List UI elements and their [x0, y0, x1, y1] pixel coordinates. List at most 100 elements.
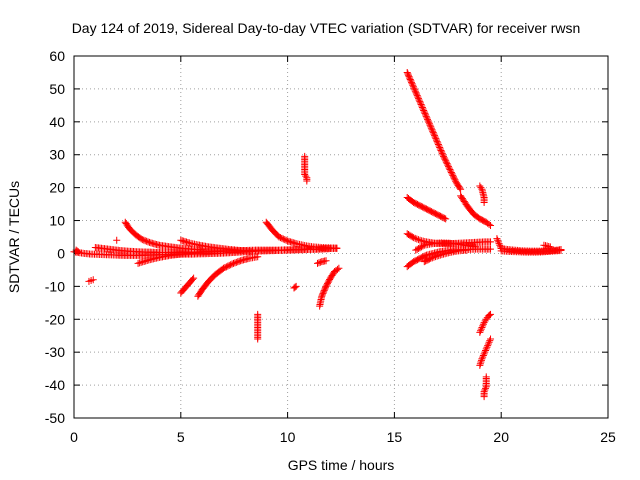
data-point — [145, 238, 153, 246]
x-tick-label: 10 — [280, 429, 296, 445]
data-point — [477, 327, 485, 335]
data-point — [480, 388, 488, 396]
data-point — [436, 145, 444, 153]
data-point — [421, 109, 429, 117]
data-point — [425, 120, 433, 128]
data-point — [73, 247, 81, 255]
data-point — [408, 80, 416, 88]
data-point — [413, 90, 421, 98]
data-point — [333, 244, 341, 252]
data-point — [74, 248, 82, 256]
data-point — [435, 142, 443, 150]
data-point — [333, 265, 341, 273]
data-point — [431, 132, 439, 140]
data-point — [442, 215, 450, 223]
data-point — [247, 247, 255, 255]
data-point — [442, 157, 450, 165]
data-point — [477, 356, 485, 364]
data-point — [487, 221, 495, 229]
data-point — [443, 160, 451, 168]
data-point — [234, 258, 242, 266]
y-tick-labels: -50 -40 -30 -20 -10 0 10 20 30 40 50 60 — [45, 48, 65, 426]
data-point — [278, 234, 286, 242]
data-point — [479, 351, 487, 359]
data-point — [427, 124, 435, 132]
data-point — [444, 161, 452, 169]
data-point — [291, 283, 299, 291]
data-point — [427, 123, 435, 131]
data-point — [431, 133, 439, 141]
data-point — [427, 254, 435, 262]
data-point — [138, 236, 146, 244]
y-tick-label: 0 — [57, 245, 65, 261]
y-tick-label: 20 — [49, 180, 65, 196]
data-point — [141, 237, 149, 245]
y-tick-label: -50 — [45, 410, 65, 426]
data-point — [416, 244, 424, 252]
x-tick-label: 20 — [493, 429, 509, 445]
x-tick-label: 5 — [177, 429, 185, 445]
data-point — [476, 360, 484, 368]
data-point — [448, 170, 456, 178]
data-point — [496, 241, 504, 249]
data-point — [447, 168, 455, 176]
data-point — [413, 235, 421, 243]
data-point — [438, 148, 446, 156]
data-point — [224, 262, 232, 270]
data-point — [408, 233, 416, 241]
data-point — [409, 81, 417, 89]
data-point — [407, 78, 415, 86]
data-point — [476, 328, 484, 336]
data-point — [424, 117, 432, 125]
data-point — [449, 173, 457, 181]
data-point — [422, 111, 430, 119]
data-point — [322, 257, 330, 265]
data-point — [432, 136, 440, 144]
data-point — [275, 233, 283, 241]
data-point — [434, 139, 442, 147]
data-point — [478, 355, 486, 363]
data-point — [425, 255, 433, 263]
data-point — [482, 347, 490, 355]
data-point — [451, 176, 459, 184]
data-point — [482, 384, 490, 392]
data-point — [225, 261, 233, 269]
data-point — [493, 235, 501, 243]
data-point — [189, 275, 197, 283]
data-point — [412, 246, 420, 254]
data-point — [440, 154, 448, 162]
data-point — [485, 338, 493, 346]
data-point — [422, 112, 430, 120]
grid-lines — [74, 56, 608, 418]
data-point — [450, 174, 458, 182]
data-point — [418, 104, 426, 112]
data-point — [442, 158, 450, 166]
data-point — [229, 259, 237, 267]
data-point — [420, 108, 428, 116]
data-point — [481, 348, 489, 356]
data-point — [235, 257, 243, 265]
y-tick-label: 50 — [49, 81, 65, 97]
data-point — [220, 264, 228, 272]
data-point — [456, 184, 464, 192]
data-point — [425, 118, 433, 126]
data-point — [487, 310, 495, 318]
data-point — [144, 238, 152, 246]
data-point — [445, 164, 453, 172]
data-point — [439, 151, 447, 159]
data-point — [417, 101, 425, 109]
data-point — [424, 115, 432, 123]
data-point — [476, 361, 484, 369]
data-point — [486, 337, 494, 345]
data-point — [415, 95, 423, 103]
y-tick-label: -10 — [45, 278, 65, 294]
data-point — [437, 146, 445, 154]
data-point — [222, 263, 230, 271]
data-point — [414, 236, 422, 244]
data-point — [463, 246, 471, 254]
data-point — [279, 235, 287, 243]
data-point — [419, 242, 427, 250]
data-point — [143, 237, 151, 245]
data-point — [412, 89, 420, 97]
data-point — [409, 83, 417, 91]
